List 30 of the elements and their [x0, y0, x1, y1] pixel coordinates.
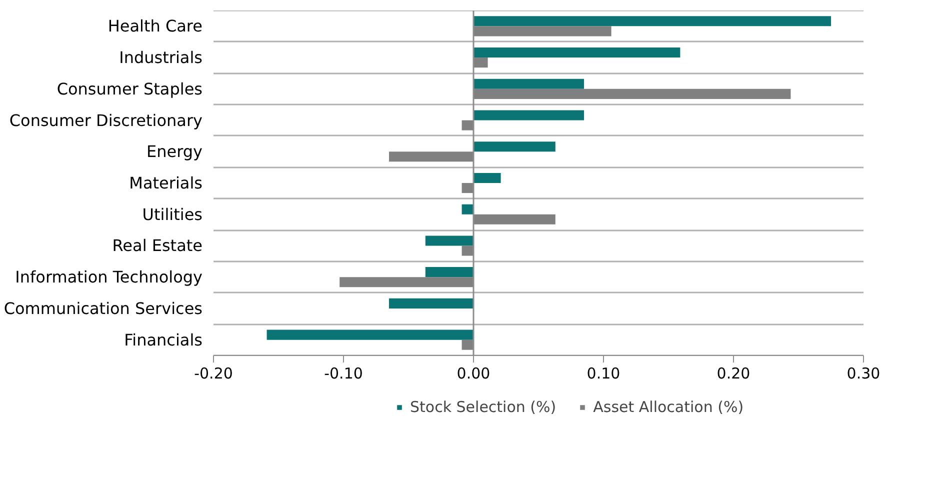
y-tick-label: Health Care — [108, 16, 202, 36]
bar — [425, 236, 474, 246]
y-tick-label: Consumer Discretionary — [9, 110, 202, 130]
bar — [389, 298, 474, 308]
bar — [266, 330, 474, 340]
y-tick-label: Utilities — [142, 204, 202, 224]
bar — [474, 172, 501, 183]
y-tick-label: Information Technology — [15, 268, 202, 287]
x-tick-label: -0.20 — [194, 364, 233, 382]
bar — [425, 267, 474, 278]
bar — [462, 204, 474, 214]
y-tick-label: Communication Services — [4, 298, 203, 318]
y-tick-label: Real Estate — [112, 236, 202, 256]
bar — [474, 142, 556, 152]
y-tick-label: Energy — [146, 142, 202, 162]
x-tick-label: 0.20 — [716, 364, 750, 382]
x-tick-label: 0.30 — [846, 364, 880, 382]
x-tick-label: 0.10 — [586, 364, 620, 382]
y-tick-label: Industrials — [119, 48, 202, 68]
bar — [474, 110, 584, 120]
y-tick-label: Consumer Staples — [56, 79, 202, 98]
legend-label: Asset Allocation (%) — [593, 398, 744, 416]
bar — [474, 16, 831, 26]
bar — [474, 48, 680, 58]
bar — [474, 78, 584, 89]
y-tick-label: Financials — [124, 330, 203, 350]
legend-label: Stock Selection (%) — [410, 398, 556, 416]
x-tick-label: -0.10 — [324, 364, 363, 382]
x-tick-label: 0.00 — [456, 364, 490, 382]
y-tick-label: Materials — [129, 174, 203, 192]
